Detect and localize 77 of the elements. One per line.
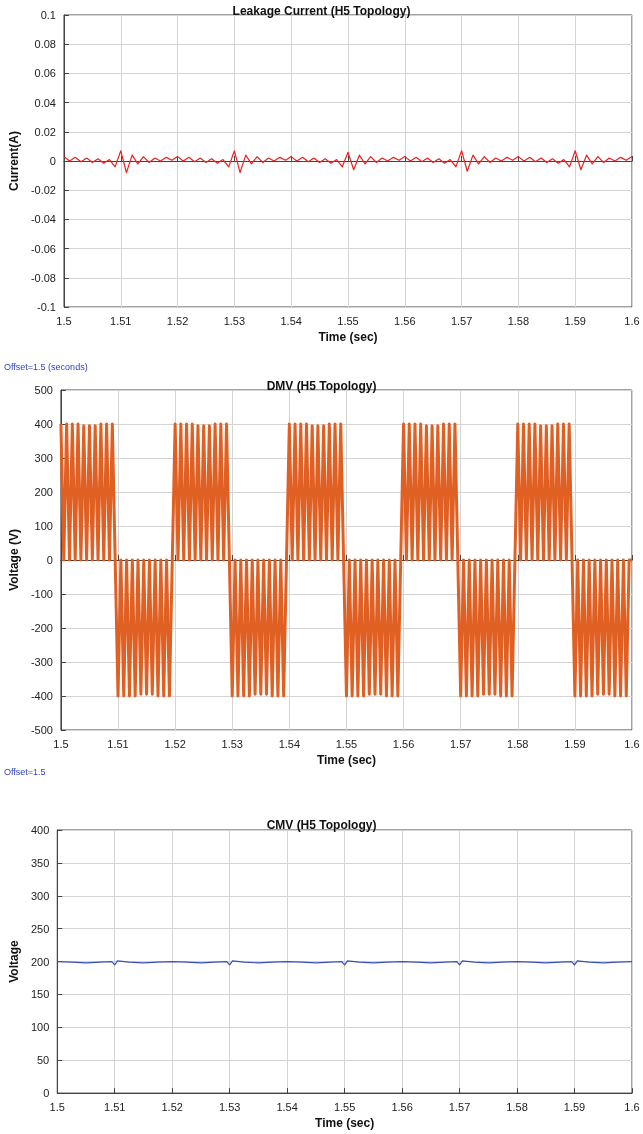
x-tick-label: 1.56 — [392, 737, 415, 750]
x-tick-label: 1.51 — [110, 314, 132, 327]
line-series — [59, 422, 634, 698]
x-tick-label: 1.51 — [104, 1100, 126, 1113]
x-tick-label: 1.54 — [280, 314, 302, 327]
y-tick-label: 300 — [34, 452, 53, 464]
y-tick-label: 0.08 — [34, 38, 56, 51]
x-tick-label: 1.51 — [107, 737, 129, 750]
x-axis-title: Time (sec) — [315, 1116, 375, 1130]
x-tick-label: 1.6 — [624, 737, 640, 750]
x-tick-label: 1.52 — [161, 1100, 183, 1113]
y-tick-label: 100 — [30, 1021, 50, 1034]
x-tick-label: 1.52 — [166, 314, 189, 327]
chart-title: Leakage Current (H5 Topology) — [232, 4, 411, 18]
x-tick-label: 1.57 — [449, 737, 472, 750]
x-tick-label: 1.58 — [506, 1100, 528, 1113]
x-axis-title: Time (sec) — [316, 752, 377, 767]
x-tick-label: 1.56 — [394, 314, 416, 327]
y-tick-label: 400 — [34, 418, 53, 430]
chart-title: DMV (H5 Topology) — [266, 379, 377, 393]
y-tick-label: 50 — [37, 1054, 50, 1067]
y-tick-label: 100 — [34, 520, 53, 532]
y-tick-label: 0 — [46, 554, 53, 566]
x-tick-label: 1.54 — [276, 1100, 298, 1113]
x-tick-label: 1.5 — [49, 1100, 65, 1113]
line-series — [63, 150, 633, 174]
x-tick-label: 1.5 — [53, 737, 69, 750]
text: Offset=1.5 — [4, 766, 46, 777]
y-tick-label: -0.08 — [30, 271, 56, 284]
y-tick-label: 0.02 — [34, 125, 56, 138]
y-tick-label: -100 — [30, 588, 53, 600]
y-tick-label: 500 — [34, 384, 53, 396]
x-tick-label: 1.57 — [450, 314, 473, 327]
x-tick-label: 1.59 — [563, 1100, 586, 1113]
y-tick-label: -300 — [30, 656, 53, 668]
y-tick-label: 350 — [30, 856, 50, 869]
x-tick-label: 1.52 — [164, 737, 186, 750]
y-tick-label: -500 — [30, 724, 53, 736]
y-axis-title: Current(A) — [7, 131, 21, 191]
y-tick-label: 0.1 — [40, 9, 56, 21]
y-tick-label: 300 — [30, 889, 50, 902]
x-tick-label: 1.58 — [507, 314, 530, 327]
x-tick-label: 1.57 — [448, 1100, 471, 1113]
x-tick-label: 1.59 — [564, 314, 586, 327]
x-tick-label: 1.55 — [333, 1100, 356, 1113]
chart-title: CMV (H5 Topology) — [266, 818, 377, 832]
x-tick-label: 1.6 — [624, 314, 640, 327]
x-axis-title: Time (sec) — [318, 329, 378, 344]
y-tick-label: 200 — [34, 486, 53, 498]
y-tick-label: -0.02 — [30, 184, 56, 197]
y-tick-label: -0.06 — [30, 242, 56, 255]
y-tick-label: 0 — [43, 1087, 50, 1100]
y-tick-label: -200 — [30, 622, 53, 634]
y-tick-label: 0.04 — [34, 96, 56, 109]
y-tick-label: -0.1 — [37, 301, 56, 313]
y-tick-label: 150 — [30, 988, 50, 1001]
x-tick-label: 1.55 — [335, 737, 358, 750]
x-tick-label: 1.59 — [564, 737, 586, 750]
y-tick-label: -400 — [30, 690, 53, 702]
x-tick-label: 1.56 — [391, 1100, 413, 1113]
x-tick-label: 1.5 — [56, 314, 72, 327]
y-tick-label: 0 — [49, 155, 56, 167]
x-tick-label: 1.53 — [221, 737, 243, 750]
y-tick-label: 400 — [30, 824, 50, 836]
y-tick-label: 250 — [30, 922, 50, 935]
x-tick-label: 1.58 — [507, 737, 529, 750]
x-tick-label: 1.54 — [278, 737, 301, 750]
y-axis-title: Voltage (V) — [7, 529, 21, 591]
x-tick-label: 1.53 — [223, 314, 246, 327]
x-tick-label: 1.6 — [624, 1100, 640, 1113]
y-tick-label: 200 — [30, 955, 50, 968]
y-axis-title: Voltage — [7, 940, 21, 983]
y-tick-label: -0.04 — [30, 213, 56, 226]
y-tick-label: 0.06 — [34, 67, 56, 80]
x-tick-label: 1.53 — [218, 1100, 241, 1113]
x-tick-label: 1.55 — [337, 314, 359, 327]
text: Offset=1.5 (seconds) — [4, 361, 88, 372]
